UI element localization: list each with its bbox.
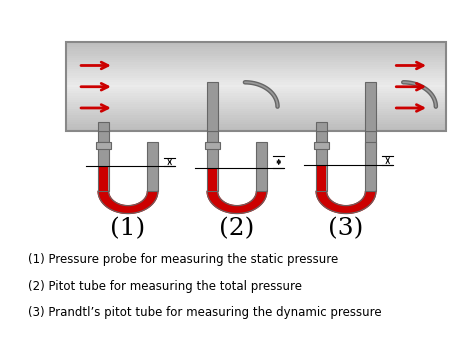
Bar [66,104,446,107]
Bar [257,156,266,191]
Bar [66,62,446,65]
Bar [66,95,446,98]
Bar [66,115,446,118]
Bar [66,113,446,115]
Polygon shape [316,191,376,213]
Bar [99,166,108,191]
Bar [66,69,446,71]
Bar [66,126,446,129]
Text: (2) Pitot tube for measuring the total pressure: (2) Pitot tube for measuring the total p… [28,280,302,293]
Bar [66,93,446,96]
Bar [96,142,111,149]
Bar [317,165,326,191]
Polygon shape [207,191,267,213]
Bar [98,131,109,149]
Bar [66,120,446,122]
Bar [66,100,446,102]
Bar [66,46,446,49]
Bar [66,75,446,78]
Bar [66,122,446,124]
Bar [66,60,446,62]
Bar [66,42,446,131]
Bar [66,56,446,58]
Text: (1): (1) [110,217,146,240]
Bar [205,142,220,149]
Bar [66,67,446,69]
Text: (3) Prandtl’s pitot tube for measuring the dynamic pressure: (3) Prandtl’s pitot tube for measuring t… [28,306,382,319]
Bar [66,118,446,120]
Bar [66,78,446,80]
Bar [66,80,446,82]
Bar [66,53,446,56]
Polygon shape [98,191,158,213]
Text: (2): (2) [219,217,255,240]
Bar [66,64,446,67]
Bar [316,142,327,191]
Bar [66,44,446,47]
Bar [207,82,218,131]
Bar [66,108,446,111]
Bar [207,142,218,191]
Text: (3): (3) [328,217,364,240]
Bar [314,142,329,149]
Bar [66,71,446,73]
Bar [66,111,446,113]
Bar [66,124,446,127]
Bar [366,156,375,191]
Bar [148,158,157,191]
Bar [207,131,218,149]
Bar [316,122,327,131]
Bar [147,142,158,191]
Bar [316,131,327,149]
Bar [208,168,217,191]
Bar [66,91,446,93]
Bar [98,142,109,191]
Bar [66,49,446,51]
Bar [66,58,446,60]
Bar [66,106,446,109]
Bar [256,142,267,191]
Bar [66,102,446,104]
Bar [66,86,446,89]
Bar [365,142,376,191]
Bar [66,51,446,53]
Bar [66,88,446,91]
Bar [365,82,376,131]
Bar [365,131,376,149]
Bar [66,42,446,45]
Text: (1) Pressure probe for measuring the static pressure: (1) Pressure probe for measuring the sta… [28,253,339,266]
Bar [66,129,446,131]
Bar [66,97,446,100]
Bar [66,73,446,76]
Bar [66,82,446,85]
Bar [98,122,109,131]
Bar [66,84,446,87]
